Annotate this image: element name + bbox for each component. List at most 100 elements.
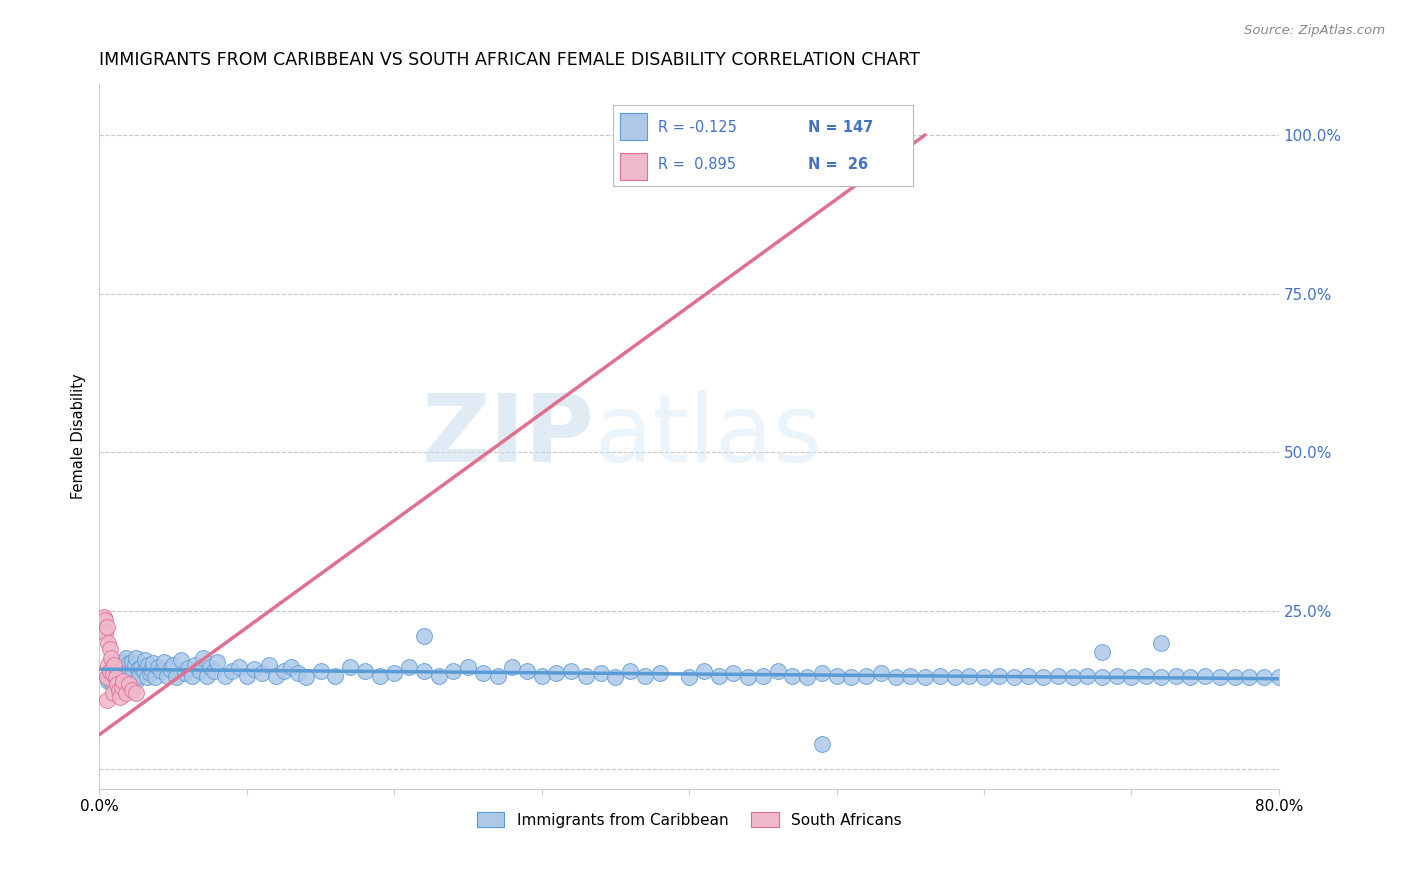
Point: [129, 659, 152, 673]
Point: [188, 664, 211, 678]
Point: [723, 666, 745, 681]
Point: [737, 670, 759, 684]
Point: [124, 657, 146, 672]
Point: [121, 655, 143, 669]
Point: [928, 668, 950, 682]
Point: [97, 657, 120, 672]
Point: [1017, 668, 1039, 682]
Point: [811, 737, 834, 751]
Point: [153, 655, 176, 669]
Point: [111, 673, 134, 688]
Point: [987, 668, 1010, 682]
Point: [257, 657, 280, 672]
Point: [228, 659, 250, 673]
Point: [127, 662, 149, 676]
Point: [295, 670, 318, 684]
Point: [546, 666, 568, 681]
Point: [678, 670, 700, 684]
Point: [589, 666, 612, 681]
Point: [214, 668, 236, 682]
Point: [943, 670, 966, 684]
Point: [605, 670, 627, 684]
Point: [412, 629, 434, 643]
Point: [125, 673, 148, 688]
Point: [973, 670, 995, 684]
Point: [1164, 668, 1187, 682]
Point: [121, 670, 143, 684]
Point: [1150, 670, 1173, 684]
Point: [156, 668, 179, 682]
Point: [1135, 668, 1157, 682]
Point: [1002, 670, 1025, 684]
Point: [114, 661, 136, 675]
Text: Source: ZipAtlas.com: Source: ZipAtlas.com: [1244, 24, 1385, 37]
Point: [121, 683, 143, 698]
Point: [471, 666, 494, 681]
Point: [811, 666, 834, 681]
Point: [266, 668, 288, 682]
Point: [120, 664, 142, 678]
Point: [1150, 635, 1173, 649]
Point: [1298, 670, 1320, 684]
Point: [707, 668, 730, 682]
Point: [1121, 670, 1143, 684]
Point: [486, 668, 509, 682]
Text: ZIP: ZIP: [422, 391, 595, 483]
Point: [125, 651, 148, 665]
Point: [1327, 670, 1350, 684]
Point: [132, 664, 155, 678]
Point: [782, 668, 804, 682]
Point: [250, 666, 273, 681]
Point: [1180, 670, 1202, 684]
Point: [273, 664, 295, 678]
Point: [104, 670, 127, 684]
Point: [103, 666, 125, 681]
Point: [107, 683, 129, 698]
Point: [207, 655, 229, 669]
Point: [530, 668, 553, 682]
Point: [139, 662, 162, 676]
Point: [693, 664, 716, 678]
Point: [1239, 670, 1261, 684]
Point: [1046, 668, 1069, 682]
Point: [382, 666, 405, 681]
Point: [135, 670, 157, 684]
Point: [634, 668, 657, 682]
Point: [100, 674, 122, 689]
Point: [104, 670, 127, 684]
Point: [766, 664, 789, 678]
Point: [101, 667, 124, 681]
Point: [198, 659, 221, 673]
Point: [1105, 668, 1128, 682]
Text: IMMIGRANTS FROM CARIBBEAN VS SOUTH AFRICAN FEMALE DISABILITY CORRELATION CHART: IMMIGRANTS FROM CARIBBEAN VS SOUTH AFRIC…: [100, 51, 921, 69]
Point: [191, 651, 214, 665]
Point: [169, 653, 191, 667]
Point: [136, 657, 159, 672]
Point: [195, 668, 218, 682]
Point: [105, 657, 128, 672]
Point: [96, 670, 118, 684]
Point: [1209, 670, 1232, 684]
Point: [353, 664, 375, 678]
Point: [114, 673, 136, 688]
Point: [111, 655, 134, 669]
Point: [103, 661, 125, 675]
Point: [560, 664, 582, 678]
Point: [412, 664, 434, 678]
Point: [174, 666, 197, 681]
Point: [287, 666, 309, 681]
Point: [103, 668, 125, 682]
Point: [94, 613, 117, 627]
Point: [105, 677, 128, 691]
Point: [177, 661, 200, 675]
Point: [94, 626, 117, 640]
Point: [96, 620, 118, 634]
Point: [110, 674, 132, 689]
Point: [117, 668, 139, 682]
Point: [104, 662, 127, 676]
Point: [96, 670, 118, 684]
Point: [325, 668, 347, 682]
Point: [957, 668, 980, 682]
Point: [1253, 670, 1275, 684]
Point: [184, 657, 207, 672]
